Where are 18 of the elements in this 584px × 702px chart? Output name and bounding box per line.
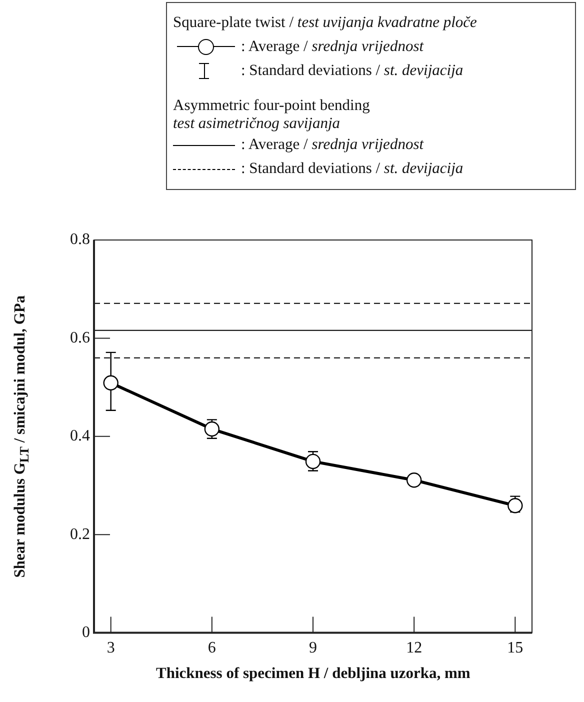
text: : Standard deviations / st. devijacija: [241, 62, 464, 79]
x-tick-label: 15: [507, 640, 524, 657]
legend-label: : Average / srednja vrijednost: [241, 38, 424, 55]
legend-label: : Average / srednja vrijednost: [241, 136, 424, 153]
y-tick-label: 0.4: [70, 428, 90, 445]
text: Asymmetric four-point bending: [173, 97, 370, 114]
legend-label: : Standard deviations / st. devijacija: [241, 160, 464, 177]
y-tick-label: 0.6: [70, 329, 90, 346]
legend-title: Square-plate twist / test uvijanja kvadratne ploče: [173, 14, 477, 31]
text: test asimetričnog savijanja: [173, 115, 340, 132]
y-tick-label: 0.8: [70, 231, 90, 248]
x-tick-label: 9: [309, 640, 317, 657]
x-tick-label: 12: [406, 640, 422, 657]
y-tick-label: 0: [82, 624, 90, 642]
x-axis-title: Thickness of specimen H / debljina uzorka, mm: [156, 664, 470, 683]
x-tick-label: 6: [208, 640, 216, 657]
x-tick-label: 3: [106, 640, 115, 657]
y-tick-label: 0.2: [70, 526, 90, 543]
